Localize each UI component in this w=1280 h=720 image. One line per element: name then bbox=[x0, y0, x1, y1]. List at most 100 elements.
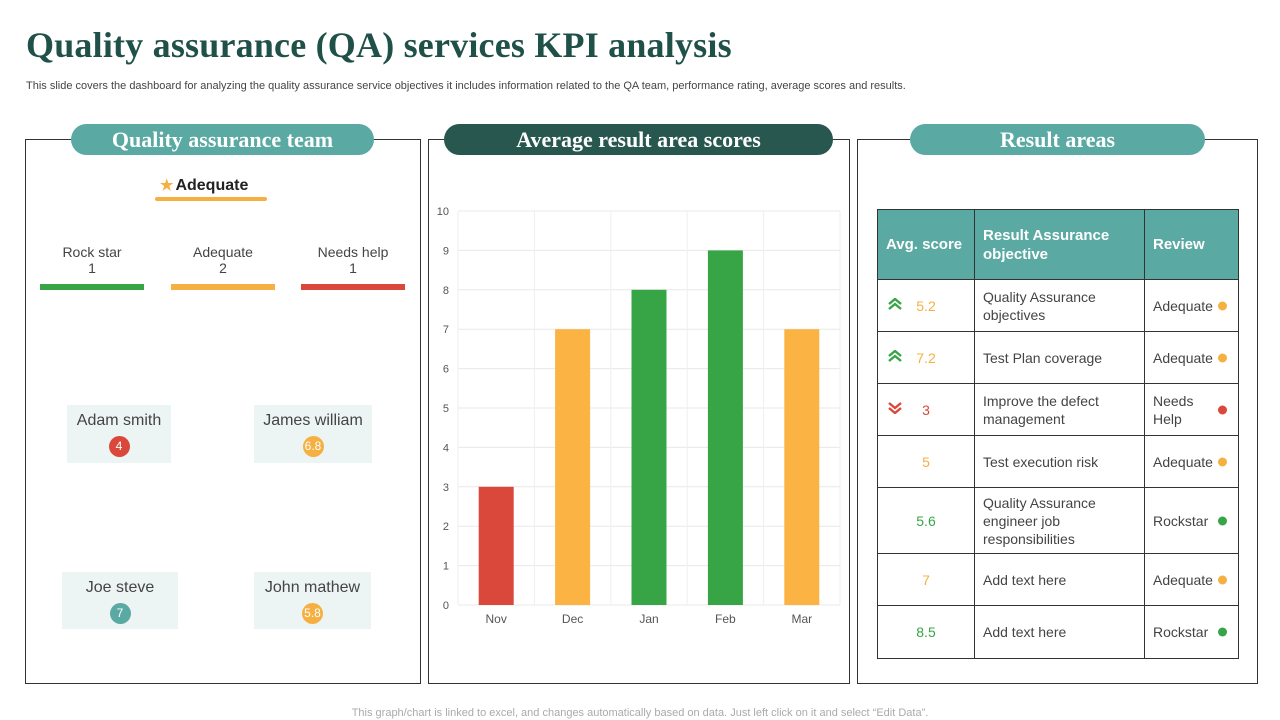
review-label: Adequate bbox=[1153, 297, 1213, 314]
bar bbox=[631, 289, 667, 605]
review-cell: Rockstar bbox=[1144, 605, 1239, 659]
score-value: 5.2 bbox=[916, 297, 936, 314]
objective-cell: Add text here bbox=[974, 553, 1145, 606]
review-label: Adequate bbox=[1153, 453, 1213, 470]
score-cell: 7 bbox=[877, 553, 975, 606]
y-tick-label: 9 bbox=[443, 245, 449, 257]
status-dot bbox=[1218, 301, 1227, 310]
y-tick-label: 6 bbox=[443, 364, 449, 376]
category-label: Adequate bbox=[193, 244, 253, 260]
review-label: Needs Help bbox=[1153, 392, 1194, 427]
review-label: Rockstar bbox=[1153, 624, 1209, 640]
x-tick-label: Dec bbox=[562, 612, 583, 626]
table-row: 7 Add text here Adequate bbox=[877, 553, 1239, 606]
objective-cell: Add text here bbox=[974, 605, 1145, 659]
y-tick-label: 10 bbox=[437, 206, 449, 218]
x-tick-label: Feb bbox=[715, 612, 736, 626]
y-tick-label: 0 bbox=[443, 600, 449, 612]
member-name: James william bbox=[263, 412, 363, 429]
header-objective: Result Assurance objective bbox=[974, 209, 1145, 280]
status-dot bbox=[1218, 457, 1227, 466]
category-count: 1 bbox=[88, 260, 96, 276]
score-value: 3 bbox=[922, 401, 930, 418]
double-chevron-up-icon bbox=[888, 296, 902, 315]
score-cell: 5 bbox=[877, 435, 975, 488]
category-bar bbox=[40, 284, 144, 290]
header-avg-score: Avg. score bbox=[877, 209, 975, 280]
y-tick-label: 3 bbox=[443, 482, 449, 494]
table-row: 3 Improve the defect management Needs Help bbox=[877, 383, 1239, 436]
footer-note: This graph/chart is linked to excel, and… bbox=[351, 707, 929, 719]
legend-adequate-label: Adequate bbox=[175, 177, 249, 194]
category-rock-star: Rock star 1 bbox=[40, 244, 144, 276]
score-cell: 8.5 bbox=[877, 605, 975, 659]
bar bbox=[555, 329, 591, 605]
table-row: 5 Test execution risk Adequate bbox=[877, 435, 1239, 488]
score-value: 5 bbox=[922, 453, 930, 470]
y-tick-label: 8 bbox=[443, 285, 449, 297]
bar bbox=[478, 486, 514, 605]
category-adequate: Adequate 2 bbox=[171, 244, 275, 276]
star-icon: ★ bbox=[160, 177, 174, 194]
header-review: Review bbox=[1144, 209, 1239, 280]
bar bbox=[707, 250, 743, 605]
member-score-badge: 5.8 bbox=[302, 603, 323, 624]
double-chevron-down-icon bbox=[888, 401, 902, 419]
page-subtitle: This slide covers the dashboard for anal… bbox=[26, 80, 906, 92]
status-dot bbox=[1218, 353, 1227, 362]
bar bbox=[784, 329, 820, 605]
member-card: John mathew 5.8 bbox=[254, 572, 371, 629]
status-dot bbox=[1218, 575, 1227, 584]
score-value: 5.6 bbox=[916, 512, 936, 529]
objective-cell: Test execution risk bbox=[974, 435, 1145, 488]
objective-cell: Improve the defect management bbox=[974, 383, 1145, 436]
score-value: 7.2 bbox=[916, 349, 936, 366]
table-row: 7.2 Test Plan coverage Adequate bbox=[877, 331, 1239, 384]
x-tick-label: Jan bbox=[639, 612, 658, 626]
member-card: Adam smith 4 bbox=[67, 405, 171, 463]
y-tick-label: 5 bbox=[443, 403, 449, 415]
objective-cell: Quality Assurance engineer job responsib… bbox=[974, 487, 1145, 554]
status-dot bbox=[1218, 516, 1227, 525]
y-tick-label: 4 bbox=[443, 442, 449, 454]
review-cell: Adequate bbox=[1144, 435, 1239, 488]
table-row: 8.5 Add text here Rockstar bbox=[877, 605, 1239, 659]
legend-adequate: ★ Adequate bbox=[160, 176, 270, 195]
score-cell: 5.6 bbox=[877, 487, 975, 554]
y-tick-label: 2 bbox=[443, 521, 449, 533]
x-tick-label: Mar bbox=[791, 612, 812, 626]
score-cell: 5.2 bbox=[877, 279, 975, 332]
status-dot bbox=[1218, 627, 1227, 637]
review-label: Adequate bbox=[1153, 571, 1213, 588]
double-chevron-up-icon bbox=[888, 348, 902, 367]
member-name: John mathew bbox=[264, 579, 361, 596]
score-value: 8.5 bbox=[916, 624, 936, 640]
member-card: James william 6.8 bbox=[254, 405, 372, 463]
category-count: 1 bbox=[349, 260, 357, 276]
review-cell: Needs Help bbox=[1144, 383, 1239, 436]
review-cell: Adequate bbox=[1144, 553, 1239, 606]
review-label: Adequate bbox=[1153, 349, 1213, 366]
review-label: Rockstar bbox=[1153, 512, 1209, 529]
x-tick-label: Nov bbox=[486, 612, 507, 626]
table-row: 5.2 Quality Assurance objectives Adequate bbox=[877, 279, 1239, 332]
review-cell: Rockstar bbox=[1144, 487, 1239, 554]
table-header-row: Avg. score Result Assurance objective Re… bbox=[877, 209, 1239, 280]
category-label: Needs help bbox=[317, 244, 389, 260]
y-tick-label: 1 bbox=[443, 561, 449, 573]
member-score-badge: 6.8 bbox=[302, 436, 324, 457]
table-row: 5.6 Quality Assurance engineer job respon… bbox=[877, 487, 1239, 554]
page-title: Quality assurance (QA) services KPI anal… bbox=[26, 25, 732, 65]
objective-cell: Test Plan coverage bbox=[974, 331, 1145, 384]
member-card: Joe steve 7 bbox=[62, 572, 178, 629]
category-bar bbox=[301, 284, 405, 290]
score-cell: 3 bbox=[877, 383, 975, 436]
category-count: 2 bbox=[219, 260, 227, 276]
category-needs-help: Needs help 1 bbox=[301, 244, 405, 276]
score-value: 7 bbox=[922, 571, 930, 588]
team-panel-title: Quality assurance team bbox=[71, 124, 374, 155]
results-table: Avg. score Result Assurance objective Re… bbox=[877, 209, 1239, 659]
review-cell: Adequate bbox=[1144, 279, 1239, 332]
results-panel-title: Result areas bbox=[910, 124, 1205, 155]
objective-cell: Quality Assurance objectives bbox=[974, 279, 1145, 332]
